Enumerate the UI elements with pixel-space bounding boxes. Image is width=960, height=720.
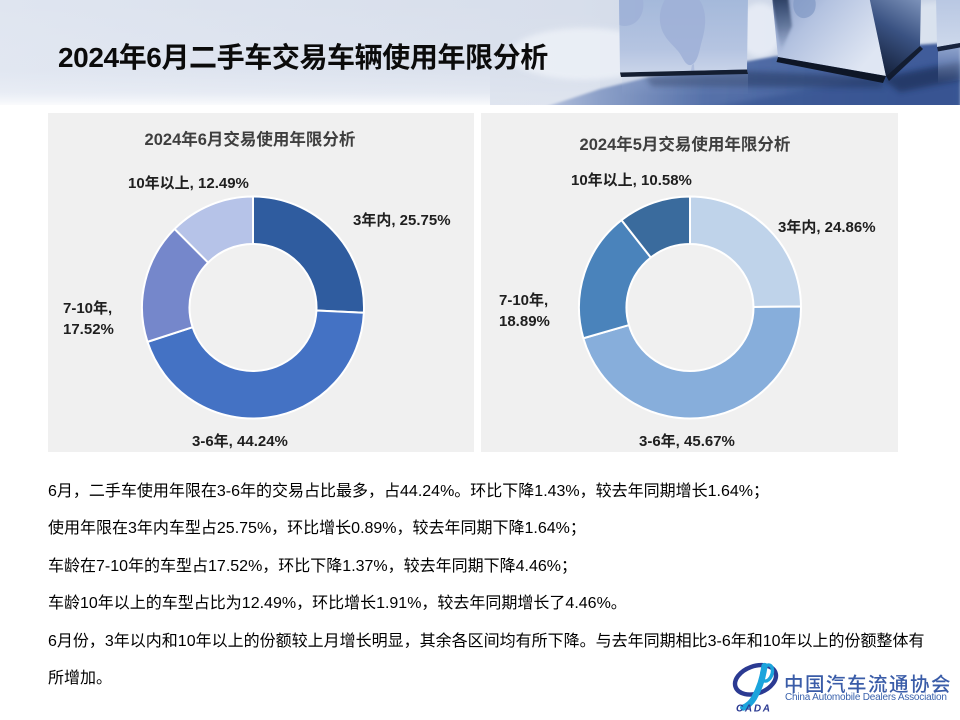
svg-text:CADA: CADA — [736, 704, 770, 715]
